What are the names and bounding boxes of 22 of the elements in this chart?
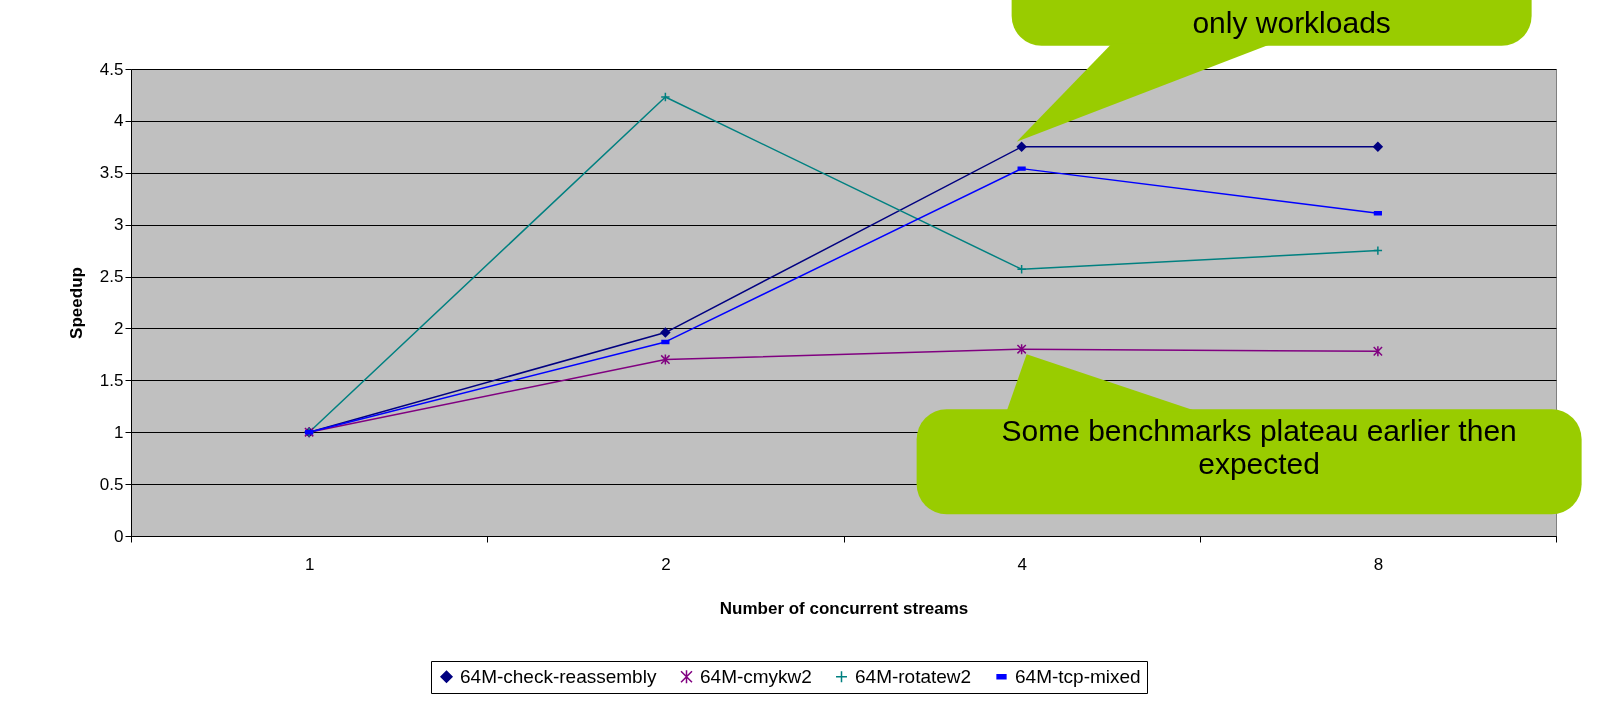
legend-label: 64M-rotatew2 xyxy=(855,665,972,687)
x-tick-label: 4 xyxy=(1017,554,1027,574)
legend-label: 64M-tcp-mixed xyxy=(1015,665,1141,687)
y-tick-label: 2.5 xyxy=(99,267,124,287)
y-axis-title: Speedup xyxy=(66,267,86,339)
y-tick-label: 0.5 xyxy=(99,474,124,494)
y-tick-label: 3.5 xyxy=(99,163,124,183)
x-tick-label: 1 xyxy=(304,554,315,574)
y-tick-label: 1.5 xyxy=(99,370,124,390)
annotation: Some benchmarks plateau earlier then expected xyxy=(1000,414,1518,481)
y-tick-label: 2 xyxy=(114,318,124,338)
annotation: only workloads xyxy=(1191,5,1392,39)
legend-label: 64M-cmykw2 xyxy=(700,665,812,687)
x-tick-label: 8 xyxy=(1373,554,1384,574)
y-tick-label: 4.5 xyxy=(99,59,124,79)
y-tick-label: 4 xyxy=(114,111,124,131)
legend-label: 64M-check-reassembly xyxy=(460,665,657,687)
x-axis-title: Number of concurrent streams xyxy=(719,598,969,618)
y-tick-label: 0 xyxy=(114,526,124,546)
y-tick-label: 1 xyxy=(114,422,124,442)
y-tick-label: 3 xyxy=(114,215,124,235)
x-tick-label: 2 xyxy=(661,554,671,574)
